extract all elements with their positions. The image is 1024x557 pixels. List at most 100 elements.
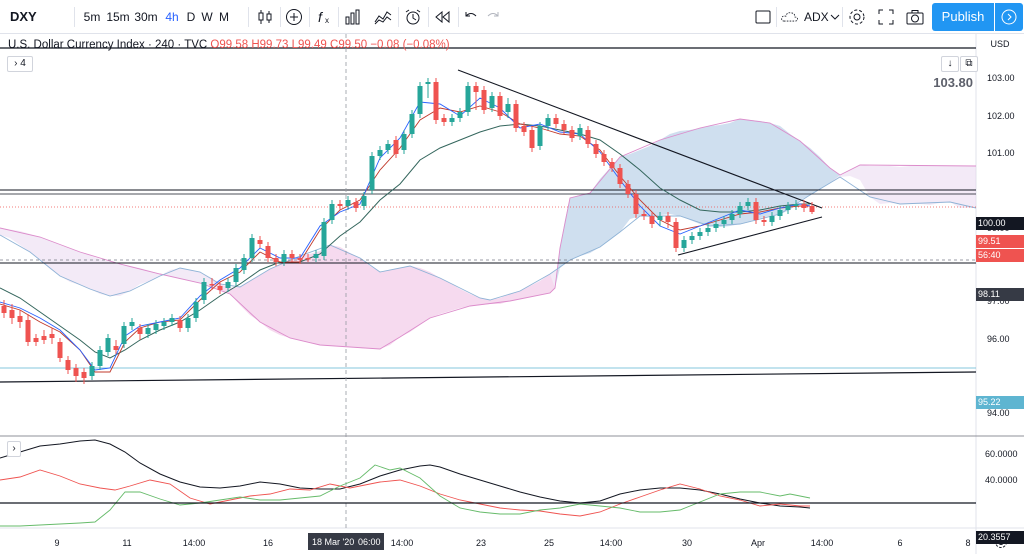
candle-bullish xyxy=(161,322,167,326)
chart-area[interactable]: USD 103.00 102.00 101.00 99.00 97.00 96.… xyxy=(0,34,1024,554)
candle-bullish xyxy=(409,114,415,134)
candle-bearish xyxy=(1,306,7,313)
candle-bullish xyxy=(321,222,327,256)
chart-legend[interactable]: U.S. Dollar Currency Index · 240 · TVC O… xyxy=(8,39,450,51)
candle-bearish xyxy=(81,372,87,378)
indicators-toggle[interactable]: › 4 xyxy=(7,56,33,72)
time-tick: 30 xyxy=(682,538,692,548)
layout-name-label[interactable]: ADX xyxy=(804,10,829,24)
candle-bearish xyxy=(649,216,655,224)
fullscreen-icon[interactable] xyxy=(877,8,895,26)
alarm-clock-icon[interactable] xyxy=(404,8,422,26)
candle-bearish xyxy=(209,284,215,286)
candle-bullish xyxy=(97,350,103,366)
candle-bullish xyxy=(425,82,431,84)
replay-rewind-icon[interactable] xyxy=(434,8,452,26)
candle-bearish xyxy=(513,104,519,128)
templates-icon[interactable] xyxy=(344,8,362,26)
interval-week-button[interactable]: W xyxy=(201,10,213,24)
candle-bullish xyxy=(281,254,287,262)
gear-icon[interactable] xyxy=(848,8,866,26)
candle-bearish xyxy=(601,154,607,162)
publish-menu-button[interactable] xyxy=(995,3,1023,31)
time-tick: 9 xyxy=(54,538,59,548)
undo-icon[interactable] xyxy=(462,8,480,26)
candles-icon[interactable] xyxy=(256,8,274,26)
crosshair-date: 18 Mar '20 xyxy=(312,537,354,547)
time-tick: 23 xyxy=(476,538,486,548)
senkou-b-line xyxy=(0,176,977,301)
candle-bearish xyxy=(289,254,295,258)
candle-bullish xyxy=(385,144,391,150)
candle-bullish xyxy=(121,326,127,344)
compare-icon[interactable] xyxy=(374,8,392,26)
countdown-label: 56:40 xyxy=(976,249,1024,262)
interval-month-button[interactable]: M xyxy=(219,10,229,24)
rectangle-select-icon[interactable] xyxy=(754,8,772,26)
candle-bearish xyxy=(593,144,599,154)
candle-bullish xyxy=(241,258,247,270)
ascending-trendline[interactable] xyxy=(677,216,823,256)
interval-15m-button[interactable]: 15m xyxy=(106,10,130,24)
candle-bearish xyxy=(73,368,79,376)
pane-down-button[interactable]: ↓ xyxy=(941,56,959,72)
ohlc-change: −0.08 (−0.08%) xyxy=(370,39,450,51)
cloud-layout-icon[interactable] xyxy=(781,8,799,26)
time-axis[interactable]: 9 11 14:00 16 14:00 23 25 14:00 30 Apr 1… xyxy=(54,533,971,550)
redo-icon[interactable] xyxy=(484,8,502,26)
adx-current-label: 20.3557 xyxy=(976,531,1024,544)
candle-bullish xyxy=(577,128,583,136)
camera-icon[interactable] xyxy=(906,8,924,26)
candle-bearish xyxy=(217,286,223,290)
candle-bearish xyxy=(609,162,615,168)
candle-bearish xyxy=(297,258,303,260)
candle-bullish xyxy=(417,86,423,114)
candle-bearish xyxy=(641,214,647,216)
candle-bullish xyxy=(777,210,783,216)
adx-axis[interactable]: 60.0000 40.0000 xyxy=(985,449,1018,485)
candle-bearish xyxy=(25,320,31,342)
interval-5m-button[interactable]: 5m xyxy=(83,10,101,24)
candle-bearish xyxy=(561,124,567,130)
long-trendline[interactable] xyxy=(0,371,977,383)
interval-day-button[interactable]: D xyxy=(186,10,196,24)
candle-bearish xyxy=(473,86,479,92)
crosshair-time: 06:00 xyxy=(358,537,381,547)
candle-bearish xyxy=(665,216,671,222)
candle-bearish xyxy=(633,194,639,214)
time-tick: 14:00 xyxy=(183,538,206,548)
chevron-right-icon xyxy=(1001,9,1017,25)
candle-bearish xyxy=(57,342,63,358)
main-pane[interactable] xyxy=(0,34,976,435)
candle-bullish xyxy=(785,206,791,210)
candle-bearish xyxy=(17,316,23,322)
candle-bearish xyxy=(801,204,807,208)
candle-bullish xyxy=(537,126,543,146)
time-tick: 8 xyxy=(965,538,970,548)
candle-bearish xyxy=(137,328,143,334)
candle-bullish xyxy=(705,228,711,232)
candle-bullish xyxy=(505,104,511,112)
add-plus-icon[interactable] xyxy=(285,8,303,26)
chevron-down-icon[interactable] xyxy=(826,8,844,26)
candle-bullish xyxy=(377,150,383,156)
interval-30m-button[interactable]: 30m xyxy=(134,10,158,24)
candle-bullish xyxy=(249,238,255,258)
symbol-search-button[interactable]: DXY xyxy=(10,9,37,24)
descending-trendline[interactable] xyxy=(457,69,823,209)
candle-bearish xyxy=(257,240,263,244)
ichimoku-cloud-bull xyxy=(555,119,840,288)
arrow-down-icon: ↓ xyxy=(947,58,953,69)
plus-di-line xyxy=(0,464,811,527)
interval-4h-button[interactable]: 4h xyxy=(165,10,179,24)
candlestick-series[interactable] xyxy=(1,78,815,384)
candle-bullish xyxy=(89,366,95,376)
crosshair-time-label xyxy=(308,533,384,550)
candle-bullish xyxy=(369,156,375,190)
publish-button[interactable]: Publish xyxy=(932,3,994,31)
price-chart[interactable]: USD 103.00 102.00 101.00 99.00 97.00 96.… xyxy=(0,34,1024,554)
adx-pane-toggle[interactable]: › xyxy=(7,441,21,457)
toolbar-divider xyxy=(248,7,249,27)
pane-restore-button[interactable]: ⧉ xyxy=(960,56,978,72)
